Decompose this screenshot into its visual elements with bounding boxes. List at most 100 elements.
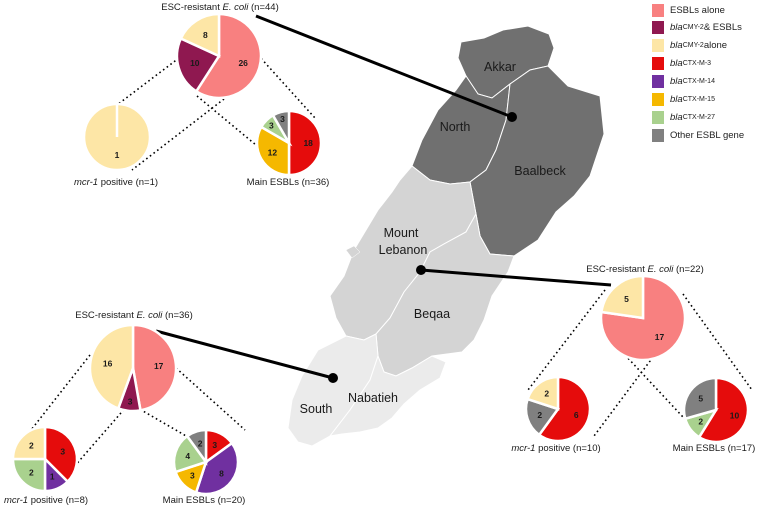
south-esbl-label: Main ESBLs (n=20) [163,495,246,506]
north-title-count: (n=44) [248,2,278,13]
pie-value-label: 6 [574,410,579,420]
south-title: ESC-resistant E. coli (n=36) [75,310,193,321]
legend-text: & ESBLs [703,21,742,33]
north-esbl-pie: 18 12 33 [255,109,323,177]
north-mcr-gene: mcr-1 [74,177,98,188]
region-label-beqaa: Beqaa [414,307,450,321]
pie-slice-other [271,109,291,148]
pie-slice-ctxm3 [287,109,323,177]
region-nabatieh [328,354,447,437]
pie-value-label: 1 [115,150,120,160]
legend-item-ctxm14: bla CTX-M-14 [652,74,715,88]
pie-slice-other [185,428,208,466]
pie-value-label: 2 [698,417,703,427]
pie-value-label: 2 [29,468,34,478]
legend-item-ctxm15: bla CTX-M-15 [652,92,715,106]
mount-mcr-gene: mcr-1 [511,443,535,454]
pie-value-label: 17 [655,332,665,342]
legend-text: bla [670,75,683,87]
pie-slice-ctxm3 [697,376,750,444]
site-dot-mount-lebanon [416,265,426,275]
region-label-akkar: Akkar [484,60,516,74]
north-title: ESC-resistant E. coli (n=44) [161,2,279,13]
legend-item-ctxm27: bla CTX-M-27 [652,110,715,124]
legend-text: bla [670,57,683,69]
south-mcr-label: mcr-1 positive (n=8) [4,495,88,506]
region-label-mount-lebanon-line2: Lebanon [379,243,428,257]
legend-text: alone [703,39,728,51]
coastal-detail [345,245,361,259]
connectors [155,14,612,383]
mount-title-count: (n=22) [673,264,703,275]
pie-value-label: 3 [190,471,195,481]
legend-item-cmy_esbl: bla CMY-2 & ESBLs [652,20,742,34]
legend-item-cmy_alone: bla CMY-2 alone [652,38,727,52]
dotted-link [257,54,316,119]
mount-title: ESC-resistant E. coli (n=22) [586,264,704,275]
legend-text: Other ESBL gene [670,129,745,141]
pie-value-label: 10 [730,410,740,420]
pie-slice-other [682,376,718,421]
pie-slice-esbl_alone [194,12,263,100]
pie-value-label: 4 [185,451,190,461]
pie-value-label: 18 [303,138,313,148]
pie-value-label: 12 [268,148,278,158]
pie-value-label: 2 [29,440,34,450]
legend-swatch [652,38,664,52]
legend-text: CTX-M-27 [682,113,715,121]
mount-title-organism: E. coli [648,264,675,275]
dotted-link [131,98,225,171]
pie-value-label: 3 [280,114,285,124]
pie-value-label: 8 [203,30,208,40]
mount-main-pie: 17 5 [599,274,687,362]
legend-item-esbl_alone: ESBLs alone [652,3,725,17]
north-mcr-label: mcr-1 positive (n=1) [74,177,158,188]
pie-slice-cmy_alone [525,375,560,411]
site-dot-north [507,112,517,122]
legend-text: bla [670,93,683,105]
pie-value-label: 3 [269,120,274,130]
pie-slice-cmy_alone [179,12,221,58]
mount-title-prefix: ESC-resistant [586,264,647,275]
legend-text: bla [670,21,683,33]
north-title-prefix: ESC-resistant [161,2,222,13]
legend-text: CMY-2 [682,41,704,49]
pie-slice-ctxm3 [43,425,79,484]
dotted-link [593,356,654,437]
pie-slice-esbl_alone [599,274,687,362]
legend-swatch [652,92,664,106]
pie-value-label: 17 [154,361,164,371]
mount-mcr-count: positive (n=10) [535,443,600,454]
dotted-link [83,57,180,131]
pie-slice-ctxm3 [537,375,592,443]
legend-text: bla [670,111,683,123]
legend-swatch [652,128,664,142]
mount-esbl-label: Main ESBLs (n=17) [673,443,756,454]
pie-value-label: 8 [219,468,224,478]
mount-mcr-pie: 6 2 2 [524,375,592,443]
pie-value-label: 3 [60,447,65,457]
dotted-link [527,289,606,391]
site-dot-south [328,373,338,383]
legend-item-ctxm3: bla CTX-M-3 [652,56,711,70]
pie-value-label: 2 [537,410,542,420]
legend-swatch [652,56,664,70]
legend-swatch [652,3,664,17]
legend-swatch [652,74,664,88]
legend-text: bla [670,39,683,51]
connector-mount-lebanon [420,268,612,287]
pie-slice-ctxm27 [11,457,47,493]
region-label-mount-lebanon-line1: Mount [384,226,419,240]
pie-value-label: 26 [238,58,248,68]
legend-text: CTX-M-3 [682,59,712,67]
legend-swatch [652,110,664,124]
pie-value-label: 3 [212,440,217,450]
south-title-count: (n=36) [162,310,192,321]
south-mcr-gene: mcr-1 [4,495,28,506]
dotted-link [65,405,128,477]
south-mcr-pie: 3 1 2 2 [11,425,79,493]
